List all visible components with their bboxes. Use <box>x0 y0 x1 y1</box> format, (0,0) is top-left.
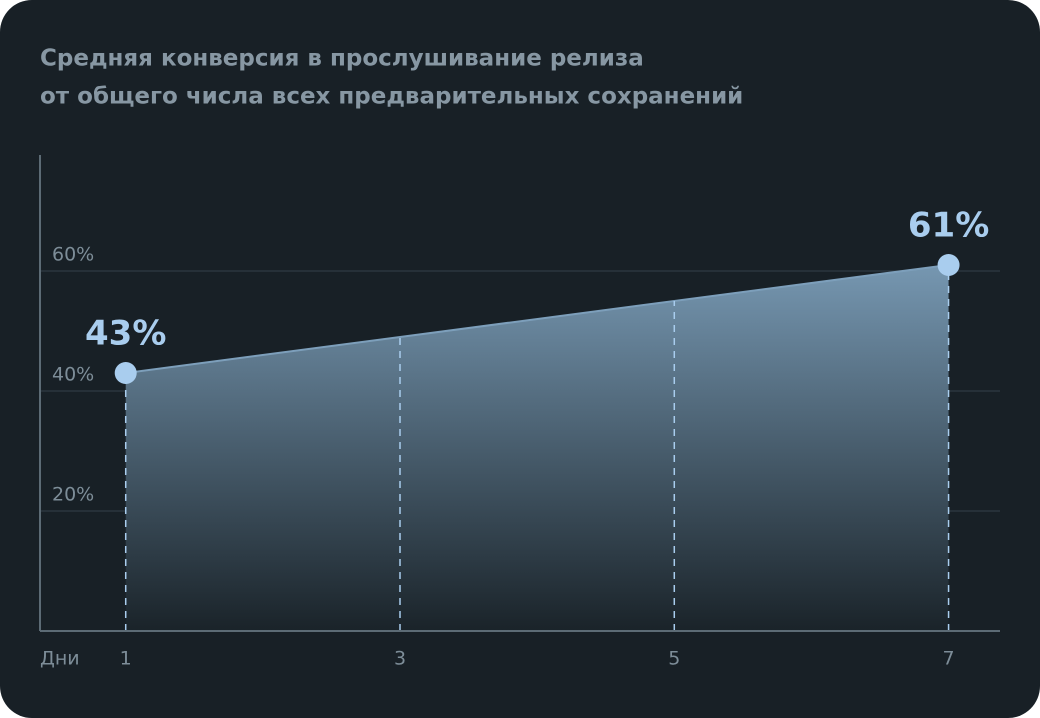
point <box>937 254 960 276</box>
line <box>125 264 949 374</box>
chart-title: от общего числа всех предварительных сох… <box>40 84 743 110</box>
y-tick-label: 60% <box>52 244 94 266</box>
point <box>114 362 137 384</box>
area <box>125 265 949 631</box>
chart-title: Средняя конверсия в прослушивание релиза <box>40 46 644 72</box>
x-tick-label: 3 <box>394 648 406 670</box>
x-axis-label: Дни <box>40 648 80 670</box>
x-tick-label: 5 <box>668 648 680 670</box>
y-tick-label: 40% <box>52 364 94 386</box>
x-tick-label: 7 <box>943 648 955 670</box>
value-label: 43% <box>85 314 166 354</box>
x-tick-label: 1 <box>120 648 132 670</box>
value-label: 61% <box>908 206 989 246</box>
y-tick-label: 20% <box>52 484 94 506</box>
